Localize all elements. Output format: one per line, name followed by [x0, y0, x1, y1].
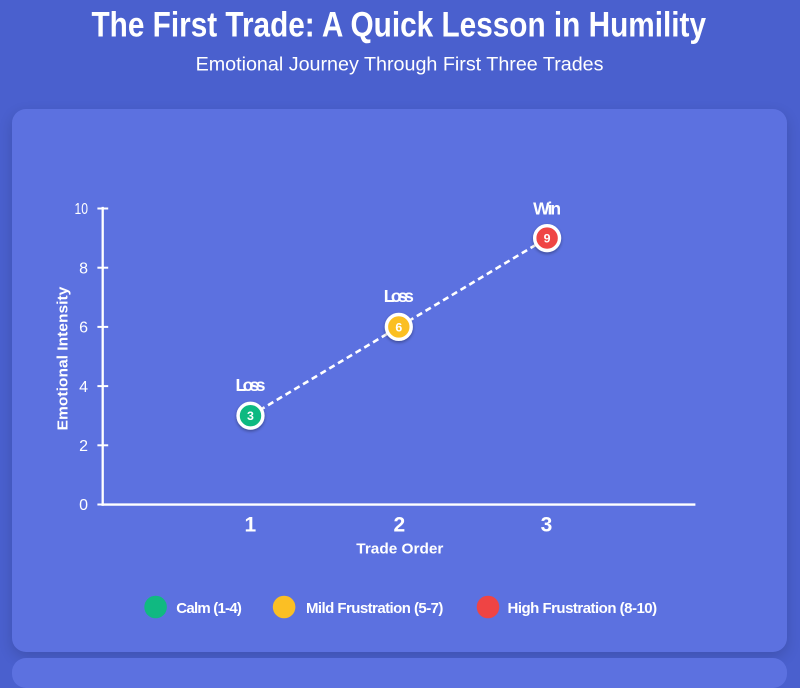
svg-text:High Frustration (8-10): High Frustration (8-10): [508, 600, 658, 617]
svg-text:6: 6: [79, 320, 88, 337]
svg-text:Calm (1-4): Calm (1-4): [176, 600, 242, 617]
svg-text:The First Trade: A Quick Lesso: The First Trade: A Quick Lesson in Humil…: [92, 5, 707, 44]
svg-text:0: 0: [79, 497, 88, 514]
svg-text:8: 8: [79, 260, 88, 277]
svg-text:2: 2: [393, 514, 405, 537]
svg-text:Loss: Loss: [236, 375, 266, 395]
svg-text:4: 4: [79, 379, 88, 396]
svg-text:Emotional Journey Through Firs: Emotional Journey Through First Three Tr…: [196, 55, 604, 76]
svg-text:2: 2: [79, 438, 88, 455]
svg-text:1: 1: [245, 514, 257, 537]
svg-text:Win: Win: [533, 199, 561, 219]
svg-text:6: 6: [395, 320, 402, 334]
svg-text:10: 10: [75, 201, 89, 218]
svg-text:Loss: Loss: [384, 286, 414, 306]
svg-text:Emotional Intensity: Emotional Intensity: [55, 286, 72, 430]
svg-text:9: 9: [544, 232, 551, 246]
svg-text:3: 3: [541, 514, 553, 537]
svg-text:3: 3: [247, 409, 254, 423]
svg-text:Trade Order: Trade Order: [356, 541, 443, 558]
svg-text:Mild Frustration (5-7): Mild Frustration (5-7): [306, 600, 443, 617]
